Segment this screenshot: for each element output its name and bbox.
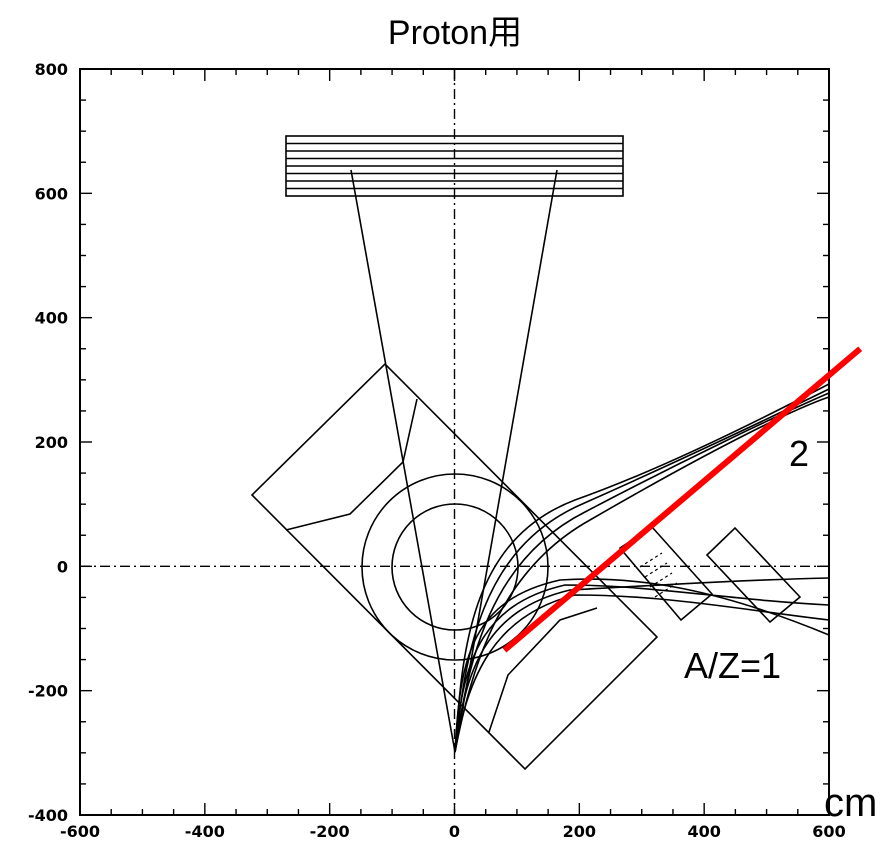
trajectory-upper-1 [454,383,830,753]
trajectory-upper-2 [454,388,830,753]
y-tick-label: 0 [57,557,68,576]
quad-hatch [639,552,663,568]
quad-hatch [644,562,668,578]
x-tick-label: -600 [60,822,100,841]
y-tick-label: -200 [28,682,68,701]
x-tick-label: -200 [310,822,350,841]
x-tick-label: 200 [563,822,596,841]
y-tick-label: -400 [28,806,68,825]
y-tick-label: 400 [35,309,68,328]
magnet-yoke [250,362,659,771]
unit-label-cm: cm [824,781,877,825]
pole-circle-outer [361,473,549,661]
yoke-cutout-upper [285,398,418,531]
label-az-1: A/Z=1 [684,645,781,686]
red-focal-line [502,346,863,653]
trajectory-lower-3 [454,577,830,753]
axis-tick-labels: -600 -400 -200 0 200 400 600-400-2000200400600… [28,60,846,841]
plot-title: Proton用 [388,14,522,52]
x-tick-label: 0 [449,822,460,841]
quad-magnet-2 [705,526,802,624]
x-tick-label: -400 [185,822,225,841]
trajectory-lower-4 [454,594,830,753]
y-tick-label: 600 [35,184,68,203]
trajectory-upper-3 [454,392,830,753]
x-tick-label: 400 [687,822,720,841]
x-tick-label: 600 [812,822,845,841]
axis-ticks [79,68,830,816]
quad-hatch [649,572,673,588]
y-tick-label: 200 [35,433,68,452]
magnet-geometry [80,69,863,815]
y-tick-label: 800 [35,60,68,79]
label-trajectory-2: 2 [789,433,809,474]
yoke-cutout-lower [488,607,598,733]
trajectory-lower-2 [454,584,830,753]
trajectory-lower-1 [454,578,830,753]
